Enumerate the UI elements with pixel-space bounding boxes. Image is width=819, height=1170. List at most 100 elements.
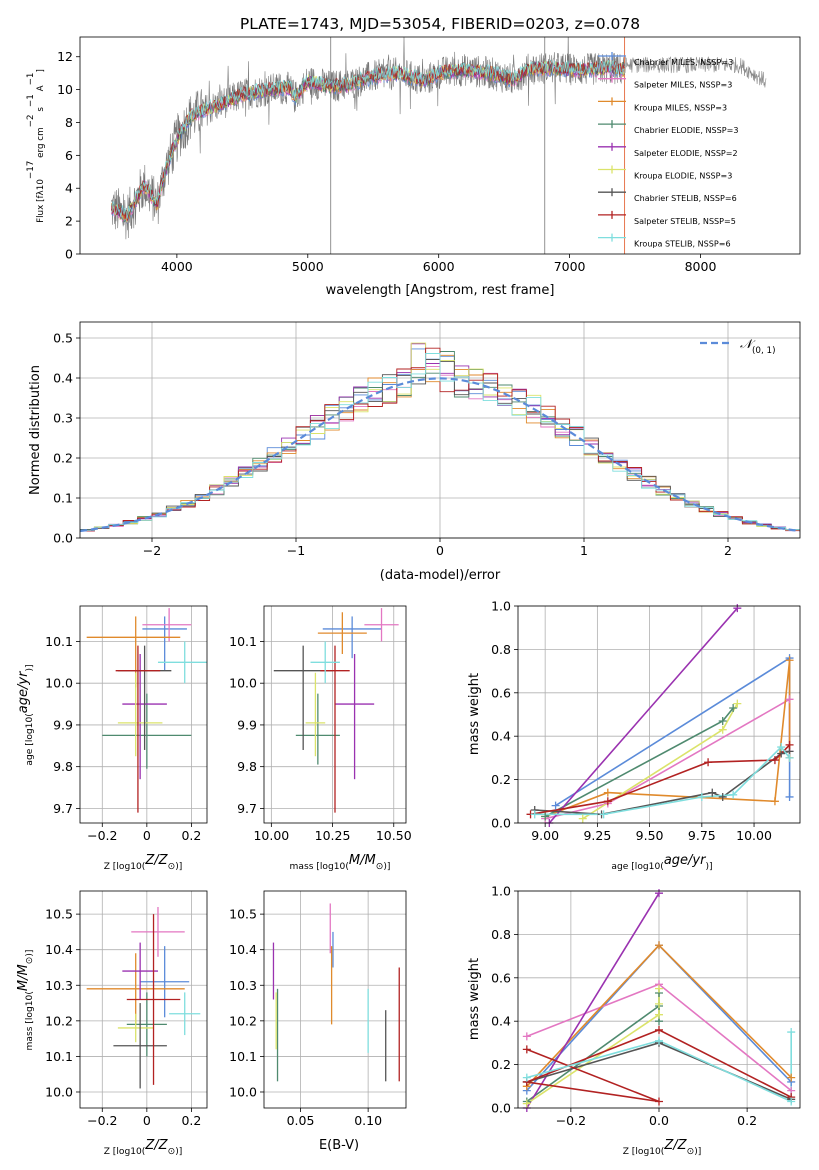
x-tick-label: 10.25 bbox=[315, 828, 351, 843]
axes-frame bbox=[263, 605, 407, 824]
series-marker bbox=[541, 812, 550, 821]
x-axis-label: age [log10(age/yr)] bbox=[611, 853, 712, 872]
series-marker bbox=[655, 889, 663, 898]
x-axis-label: E(B-V) bbox=[319, 1138, 359, 1153]
x-tick-label: 10.00 bbox=[253, 828, 289, 843]
y-tick-label: 6 bbox=[65, 148, 73, 163]
model-line-salpeter-stelib bbox=[111, 59, 625, 222]
y-tick-label: 9.9 bbox=[237, 717, 257, 732]
y-tick-label: 10.5 bbox=[229, 907, 257, 922]
age-vs-mass-axes: 10.00 10.25 10.50 9.7 9.8 9.9 10.0 10.1 mass [lo… bbox=[229, 605, 412, 872]
axes-frame bbox=[79, 321, 801, 539]
series-marker bbox=[787, 1073, 796, 1082]
legend-label: Kroupa MILES, NSSP=3 bbox=[634, 103, 727, 112]
y-tick-label: 10.2 bbox=[229, 1013, 257, 1028]
legend-label: Salpeter STELIB, NSSP=5 bbox=[634, 216, 736, 225]
y-tick-label: 9.7 bbox=[237, 801, 257, 816]
observed-spectrum-line bbox=[111, 37, 625, 240]
model-line-chabrier-miles bbox=[111, 62, 625, 224]
series-line bbox=[534, 745, 791, 816]
y-tick-label: 8 bbox=[65, 115, 73, 130]
legend-label: Chabrier MILES, NSSP=3 bbox=[634, 58, 733, 67]
y-tick-label: 0.2 bbox=[491, 1057, 511, 1072]
series-line bbox=[548, 607, 738, 823]
x-tick-label: 0 bbox=[436, 543, 444, 558]
y-tick-label: 0.5 bbox=[53, 331, 73, 346]
y-tick-label: 0.8 bbox=[491, 642, 511, 657]
series-marker bbox=[599, 810, 608, 819]
y-axis-label: mass weight bbox=[467, 673, 482, 755]
series-marker bbox=[785, 753, 794, 762]
y-tick-label: 0.8 bbox=[491, 927, 511, 942]
series-marker bbox=[655, 984, 663, 993]
y-tick-label: 10.5 bbox=[45, 907, 73, 922]
y-axis-label: Normed distribution bbox=[28, 365, 43, 495]
series-line bbox=[555, 656, 791, 807]
y-axis-label: mass [log10(M/M⊙)] bbox=[16, 950, 35, 1051]
legend-label: Salpeter MILES, NSSP=3 bbox=[634, 80, 732, 89]
x-tick-label: −0.2 bbox=[87, 828, 117, 843]
x-axis-label: Z [log10(Z/Z⊙)] bbox=[104, 1138, 183, 1157]
series-marker bbox=[655, 1036, 663, 1045]
y-tick-label: 10.0 bbox=[229, 1084, 257, 1099]
axes-frame bbox=[79, 36, 801, 255]
y-tick-label: 4 bbox=[65, 181, 73, 196]
axes-frame bbox=[517, 605, 801, 824]
mass-vs-Z-axes: −0.2 0 0.2 10.0 10.1 10.2 10.3 10.4 10.5 Z [log10… bbox=[16, 890, 208, 1157]
x-tick-label: −0.2 bbox=[556, 1113, 586, 1128]
series-marker bbox=[655, 999, 663, 1008]
model-line-salpeter-miles bbox=[111, 63, 625, 223]
age-vs-Z-plot-area bbox=[86, 608, 207, 813]
x-tick-label: 0.2 bbox=[181, 1113, 201, 1128]
y-tick-label: 1.0 bbox=[491, 599, 511, 614]
x-tick-label: −1 bbox=[287, 543, 305, 558]
y-tick-label: 0.6 bbox=[491, 970, 511, 985]
y-tick-label: 10.3 bbox=[45, 978, 73, 993]
series-marker bbox=[785, 695, 794, 704]
y-axis-label: mass weight bbox=[467, 958, 482, 1040]
series-marker bbox=[697, 792, 706, 801]
series-marker bbox=[787, 1097, 796, 1106]
series-marker bbox=[578, 814, 587, 823]
series-marker bbox=[708, 788, 717, 797]
y-tick-label: 10.1 bbox=[45, 634, 73, 649]
series-marker bbox=[655, 1025, 663, 1034]
series-marker bbox=[522, 1073, 531, 1082]
mass-vs-Z-plot-area bbox=[86, 907, 201, 1089]
legend-label: Chabrier ELODIE, NSSP=3 bbox=[634, 126, 738, 135]
x-tick-label: 0 bbox=[143, 1113, 151, 1128]
x-tick-label: 0.2 bbox=[181, 828, 201, 843]
y-tick-label: 0.0 bbox=[491, 816, 511, 831]
axes-frame bbox=[79, 890, 208, 1109]
y-tick-label: 10.2 bbox=[45, 1013, 73, 1028]
y-tick-label: 10.3 bbox=[229, 978, 257, 993]
x-tick-label: 10.50 bbox=[376, 828, 412, 843]
age-vs-Z-axes: −0.2 0 0.2 9.7 9.8 9.9 10.0 10.1 Z [log10(Z/Z⊙)]… bbox=[16, 605, 208, 872]
series-marker bbox=[704, 758, 713, 767]
series-marker bbox=[787, 1028, 796, 1037]
x-tick-label: 9.00 bbox=[531, 828, 559, 843]
series-marker bbox=[785, 792, 794, 801]
legend-label: Kroupa ELODIE, NSSP=3 bbox=[634, 171, 732, 180]
y-tick-label: 10 bbox=[57, 82, 73, 97]
x-axis-label: Z [log10(Z/Z⊙)] bbox=[104, 853, 183, 872]
y-tick-label: 0.6 bbox=[491, 685, 511, 700]
y-tick-label: 0.4 bbox=[53, 371, 73, 386]
series-marker bbox=[777, 743, 786, 752]
y-tick-label: 0.2 bbox=[491, 772, 511, 787]
x-tick-label: 2 bbox=[724, 543, 732, 558]
series-marker bbox=[729, 703, 738, 712]
y-axis-label: age [log10(age/yr)] bbox=[16, 664, 35, 765]
y-tick-label: 9.8 bbox=[53, 759, 73, 774]
weight-vs-Z-axes: −0.2 0.0 0.2 0.0 0.2 0.4 0.6 0.8 1.0 Z [log10(Z/Z… bbox=[467, 884, 801, 1157]
x-tick-label: −0.2 bbox=[87, 1113, 117, 1128]
series-marker bbox=[530, 810, 539, 819]
y-tick-label: 10.0 bbox=[229, 676, 257, 691]
x-tick-label: 0.10 bbox=[354, 1113, 382, 1128]
x-tick-label: 6000 bbox=[423, 259, 455, 274]
series-marker bbox=[522, 1045, 531, 1054]
x-tick-label: 4000 bbox=[161, 259, 193, 274]
y-tick-label: 0.3 bbox=[53, 411, 73, 426]
series-marker bbox=[718, 717, 727, 726]
